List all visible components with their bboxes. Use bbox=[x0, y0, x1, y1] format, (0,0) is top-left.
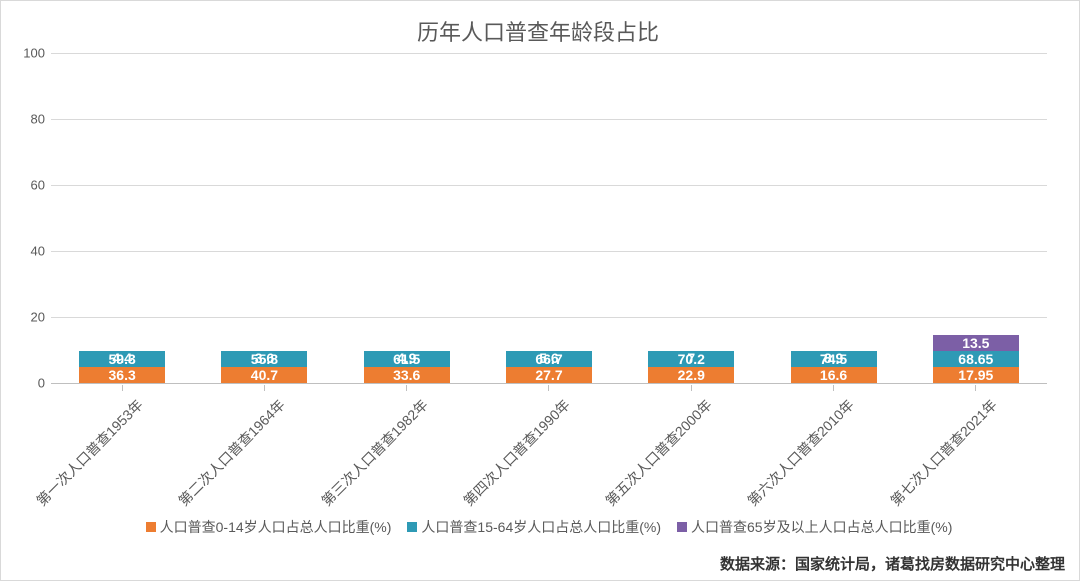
category-tick: 第三次人口普查1982年 bbox=[364, 385, 450, 513]
category-tick: 第七次人口普查2021年 bbox=[933, 385, 1019, 513]
bar-column: 40.755.83.6 bbox=[221, 351, 307, 383]
data-label: 33.6 bbox=[393, 367, 420, 383]
tick-mark bbox=[406, 385, 407, 391]
tick-mark bbox=[122, 385, 123, 391]
legend-swatch-icon bbox=[677, 522, 687, 532]
chart-container: 历年人口普查年龄段占比 0 20 40 60 80 100 36.359.34.4 40.7… bbox=[0, 0, 1080, 581]
data-label: 4.9 bbox=[364, 350, 450, 366]
chart-title: 历年人口普查年龄段占比 bbox=[9, 15, 1067, 47]
category-label: 第五次人口普查2000年 bbox=[601, 395, 716, 510]
bar-segment: 22.9 bbox=[648, 367, 734, 383]
plot-area: 020406080100 36.359.34.440.755.83.633.66… bbox=[51, 53, 1047, 383]
tick-mark bbox=[264, 385, 265, 391]
data-label: 5.6 bbox=[506, 350, 592, 366]
data-label: 7 bbox=[648, 350, 734, 366]
bar-segment: 33.6 bbox=[364, 367, 450, 383]
bars: 36.359.34.4 40.755.83.6 33.661.54.9 27.766.… bbox=[51, 53, 1047, 383]
data-label: 4.4 bbox=[79, 350, 165, 366]
category-label: 第七次人口普查2021年 bbox=[886, 395, 1001, 510]
tick-mark bbox=[975, 385, 976, 391]
y-axis-label: 80 bbox=[15, 112, 45, 127]
data-label: 40.7 bbox=[251, 367, 278, 383]
bar-segment: 13.5 bbox=[933, 335, 1019, 351]
y-axis-label: 0 bbox=[15, 376, 45, 391]
category-axis: 第一次人口普查1953年第二次人口普查1964年第三次人口普查1982年第四次人… bbox=[51, 385, 1047, 513]
data-label: 3.6 bbox=[221, 350, 307, 366]
data-label: 8.9 bbox=[791, 350, 877, 366]
legend-label: 人口普查65岁及以上人口占总人口比重(%) bbox=[691, 517, 952, 537]
legend: 人口普查0-14岁人口占总人口比重(%) 人口普查15-64岁人口占总人口比重(… bbox=[51, 517, 1047, 537]
bar-column: 22.970.27 bbox=[648, 351, 734, 383]
category-label: 第三次人口普查1982年 bbox=[316, 395, 431, 510]
data-label: 17.95 bbox=[958, 367, 993, 383]
bar-segment: 36.3 bbox=[79, 367, 165, 383]
tick-mark bbox=[691, 385, 692, 391]
bar-column: 27.766.75.6 bbox=[506, 351, 592, 383]
category-tick: 第四次人口普查1990年 bbox=[506, 385, 592, 513]
bar-column: 17.9568.6513.5 bbox=[933, 335, 1019, 383]
legend-item-65plus: 人口普查65岁及以上人口占总人口比重(%) bbox=[677, 517, 952, 537]
category-tick: 第二次人口普查1964年 bbox=[221, 385, 307, 513]
y-axis-label: 20 bbox=[15, 310, 45, 325]
y-axis-label: 40 bbox=[15, 244, 45, 259]
y-axis-label: 60 bbox=[15, 178, 45, 193]
bar-segment: 16.6 bbox=[791, 367, 877, 383]
category-label: 第六次人口普查2010年 bbox=[743, 395, 858, 510]
legend-item-0-14: 人口普查0-14岁人口占总人口比重(%) bbox=[146, 517, 392, 537]
category-label: 第二次人口普查1964年 bbox=[174, 395, 289, 510]
data-source: 数据来源：国家统计局，诸葛找房数据研究中心整理 bbox=[720, 553, 1065, 574]
category-label: 第一次人口普查1953年 bbox=[32, 395, 147, 510]
data-label: 68.65 bbox=[958, 351, 993, 367]
bar-segment: 40.7 bbox=[221, 367, 307, 383]
y-axis-label: 100 bbox=[15, 46, 45, 61]
tick-mark bbox=[548, 385, 549, 391]
legend-item-15-64: 人口普查15-64岁人口占总人口比重(%) bbox=[407, 517, 661, 537]
data-label: 13.5 bbox=[962, 335, 989, 351]
bar-segment: 17.95 bbox=[933, 367, 1019, 383]
category-tick: 第一次人口普查1953年 bbox=[79, 385, 165, 513]
legend-label: 人口普查0-14岁人口占总人口比重(%) bbox=[160, 517, 392, 537]
bar-segment: 68.65 bbox=[933, 351, 1019, 367]
legend-swatch-icon bbox=[407, 522, 417, 532]
category-label: 第四次人口普查1990年 bbox=[459, 395, 574, 510]
data-label: 36.3 bbox=[109, 367, 136, 383]
data-label: 16.6 bbox=[820, 367, 847, 383]
bar-column: 33.661.54.9 bbox=[364, 351, 450, 383]
data-label: 27.7 bbox=[535, 367, 562, 383]
category-tick: 第五次人口普查2000年 bbox=[648, 385, 734, 513]
data-label: 22.9 bbox=[678, 367, 705, 383]
legend-label: 人口普查15-64岁人口占总人口比重(%) bbox=[421, 517, 661, 537]
bar-segment: 27.7 bbox=[506, 367, 592, 383]
legend-swatch-icon bbox=[146, 522, 156, 532]
tick-mark bbox=[833, 385, 834, 391]
bar-column: 36.359.34.4 bbox=[79, 351, 165, 383]
category-tick: 第六次人口普查2010年 bbox=[791, 385, 877, 513]
bar-column: 16.674.58.9 bbox=[791, 351, 877, 383]
gridline bbox=[51, 383, 1047, 384]
